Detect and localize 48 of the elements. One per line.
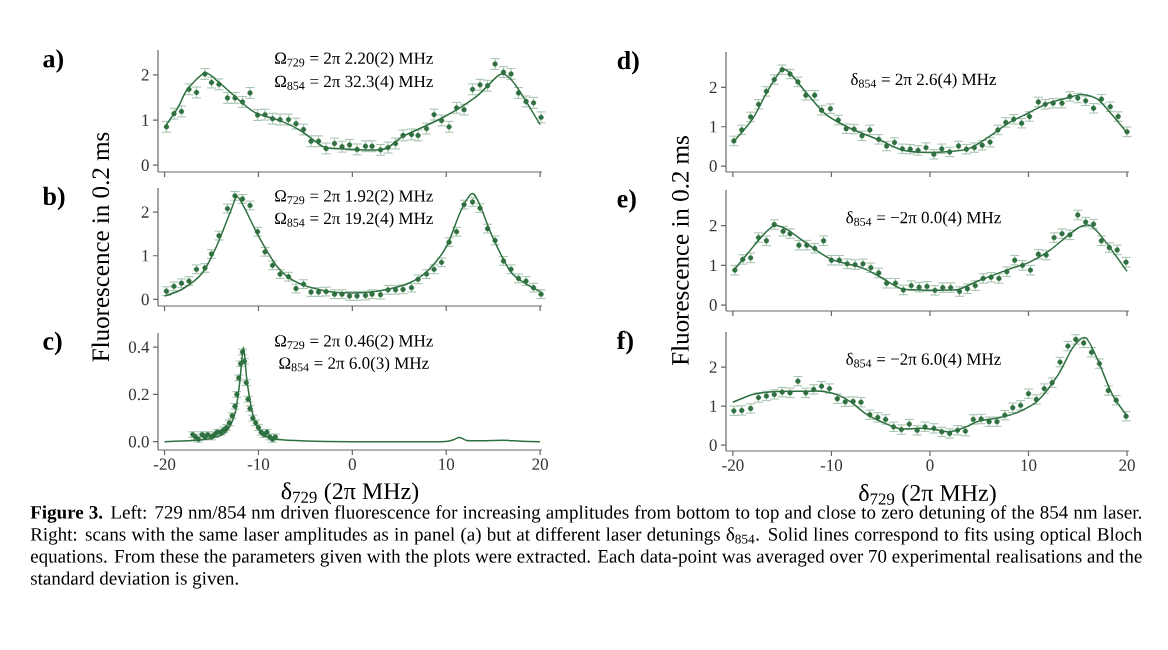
y-tick-label: 1: [142, 250, 149, 262]
chart-title: f): [616, 330, 633, 355]
y-tick-label: 0.0: [128, 435, 149, 448]
x-tick-label: 20: [532, 458, 548, 470]
annotation: δ$_{854}$ = −2π 0.0(4) MHz: [846, 211, 1001, 227]
y-tick-label: 1: [142, 114, 149, 126]
chart-title: c): [43, 331, 62, 356]
y-tick-label: 2: [709, 361, 717, 373]
annotation: Ω$_{854}$ = 2π 6.0(3) MHz: [279, 356, 429, 373]
text: Figure 3. Left: 729 nm/854 nm driven fluorescence for increasing amplitudes from bottom to top and close to zero detuning of the 854 nm laser. Right: scans with the same laser amplitudes as in panel (a) but at different laser detunings δ$_{854}$. Solid lines correspond to fits using optical Bloch equations. From these the parameters given with the plots were extracted. Each data-point was averaged over 70 experimental realisations and the standard deviation is given.: [30, 505, 1142, 589]
y-tick-label: 0: [709, 160, 717, 172]
chart-title: b): [42, 186, 65, 211]
y-tick-label: 1: [710, 400, 717, 412]
y-tick-label: 0.2: [128, 388, 149, 401]
chart-title: d): [617, 51, 639, 75]
y-axis-title: Fluorescence in 0.2 ms: [91, 132, 110, 362]
y-tick-label: 0: [141, 159, 149, 171]
x-tick-label: 10: [439, 458, 455, 470]
y-tick-label: 0: [709, 299, 717, 311]
annotation: δ$_{854}$ = 2π 2.6(4) MHz: [851, 73, 997, 89]
y-tick-label: 0: [709, 439, 717, 451]
y-tick-label: 2: [709, 220, 717, 232]
y-tick-label: 2: [141, 206, 149, 218]
annotation: δ$_{854}$ = −2π 6.0(4) MHz: [846, 352, 1001, 369]
x-tick-label: -10: [247, 458, 270, 470]
annotation: Ω$_{729}$ = 2π 1.92(2) MHz: [275, 189, 433, 206]
chart-title: e): [617, 189, 636, 213]
x-axis-title: δ$_{729}$ (2π MHz): [859, 484, 996, 506]
x-tick-label: -10: [820, 459, 843, 471]
x-tick-label: -20: [722, 459, 744, 471]
y-tick-label: 1: [710, 259, 717, 271]
x-tick-label: 0: [926, 459, 934, 471]
annotation: Ω$_{729}$ = 2π 0.46(2) MHz: [275, 334, 433, 351]
y-tick-label: 1: [710, 121, 717, 133]
annotation: Ω$_{854}$ = 2π 19.2(4) MHz: [275, 212, 433, 228]
y-axis-title: Fluorescence in 0.2 ms: [671, 136, 689, 366]
annotation: Ω$_{854}$ = 2π 32.3(4) MHz: [275, 75, 433, 91]
y-tick-label: 2: [709, 81, 717, 94]
x-tick-label: 20: [1119, 459, 1135, 471]
y-tick-label: 2: [141, 69, 149, 81]
x-tick-label: -20: [153, 458, 176, 470]
annotation: Ω$_{729}$ = 2π 2.20(2) MHz: [275, 52, 433, 68]
y-tick-label: 0.4: [128, 341, 150, 353]
x-tick-label: 0: [348, 458, 356, 470]
x-tick-label: 10: [1021, 459, 1037, 471]
chart-title: a): [43, 49, 64, 73]
y-tick-label: 0: [141, 293, 149, 306]
x-axis-title: δ$_{729}$ (2π MHz): [281, 482, 419, 505]
